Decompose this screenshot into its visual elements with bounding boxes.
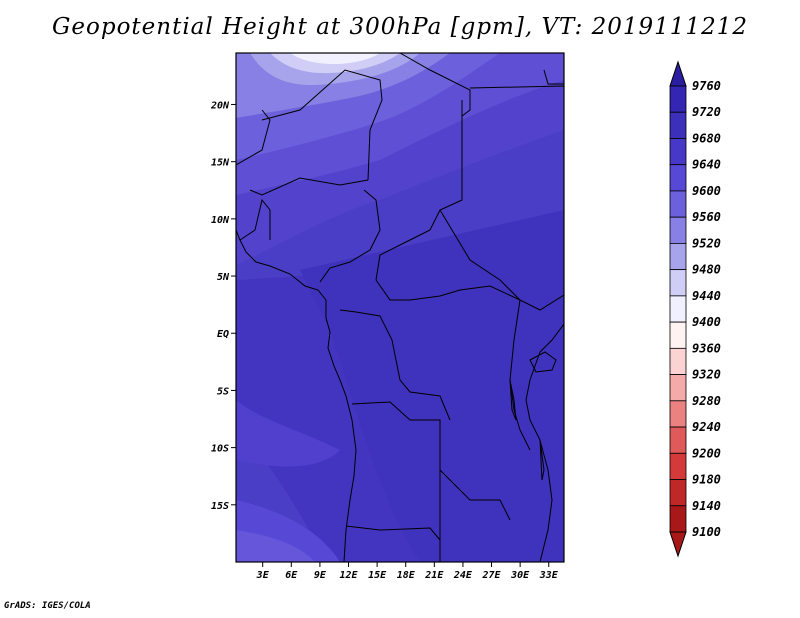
lon-tick-label: 33E — [539, 570, 559, 581]
colorbar-swatch — [669, 138, 687, 166]
colorbar-label: 9140 — [692, 499, 721, 513]
colorbar-label: 9680 — [692, 131, 721, 145]
colorbar-label: 9360 — [692, 341, 721, 355]
longitude-axis: 3E 6E 9E 12E 15E 18E 21E 24E 27E 30E 33E — [256, 562, 559, 581]
lon-tick-label: 9E — [314, 570, 327, 581]
coastline-west-africa — [236, 229, 357, 562]
lon-tick-label: 18E — [397, 570, 416, 581]
lat-tick-label: 15S — [211, 501, 229, 512]
border-west-coast — [239, 198, 271, 241]
field-band-9680-center — [300, 210, 564, 562]
lat-tick-label: 15N — [211, 158, 230, 169]
colorbar-swatch — [669, 269, 687, 297]
map-frame — [235, 52, 565, 563]
border-sudan-south — [439, 209, 564, 311]
lon-tick-label: 15E — [368, 570, 387, 581]
lat-tick-label: 5S — [217, 386, 229, 397]
border-cameroon-car — [375, 279, 521, 301]
lon-tick-label: 27E — [482, 570, 502, 581]
border-angola-zambia — [351, 401, 511, 521]
colorbar-swatch — [669, 85, 687, 113]
border-nigeria-cameroon — [319, 189, 381, 283]
colorbar-swatch — [669, 374, 687, 402]
lat-tick-label: EQ — [217, 329, 229, 340]
border-lake-victoria — [529, 351, 557, 373]
colorbar-swatch — [669, 190, 687, 218]
colorbar-swatch — [669, 505, 687, 533]
field-band-9400 — [290, 53, 380, 64]
colorbar-swatch — [669, 426, 687, 454]
border-drc-east — [509, 299, 531, 451]
colorbar-label: 9200 — [692, 446, 721, 460]
field-band-southwest-9600 — [236, 530, 315, 562]
colorbar-swatch — [669, 479, 687, 507]
colorbar-label: 9100 — [692, 525, 721, 539]
colorbar-label: 9520 — [692, 236, 721, 250]
colorbar-label: 9440 — [692, 289, 721, 303]
colorbar-label: 9240 — [692, 420, 721, 434]
plot-title: Geopotential Height at 300hPa [gpm], VT:… — [52, 14, 748, 40]
colorbar-swatch — [669, 216, 687, 244]
colorbar-swatch — [669, 400, 687, 428]
border-congo-drc — [339, 309, 451, 421]
lat-tick-label: 20N — [210, 100, 230, 111]
lat-tick-label: 10N — [211, 215, 230, 226]
height-field — [236, 53, 564, 562]
colorbar-swatch — [669, 321, 687, 349]
colorbar-swatch — [669, 452, 687, 480]
border-mali-niger — [261, 69, 383, 181]
colorbar-label: 9560 — [692, 210, 721, 224]
lon-tick-label: 24E — [453, 570, 473, 581]
lon-tick-label: 30E — [510, 570, 530, 581]
colorbar-swatch — [669, 111, 687, 139]
colorbar-label: 9640 — [692, 158, 721, 172]
colorbar-swatch — [669, 164, 687, 192]
border-lake-tanganyika — [509, 379, 517, 421]
lon-tick-label: 3E — [256, 570, 270, 581]
grads-credit: GrADS: IGES/COLA — [4, 601, 91, 611]
colorbar-swatch — [669, 295, 687, 323]
colorbar-label: 9600 — [692, 184, 721, 198]
border-sahel — [236, 109, 271, 166]
border-egypt-sudan — [469, 85, 564, 89]
lon-tick-label: 6E — [285, 570, 298, 581]
colorbar-label: 9400 — [692, 315, 721, 329]
colorbar-label: 9720 — [692, 105, 721, 119]
colorbar-swatch — [669, 243, 687, 271]
border-chad-sudan — [375, 100, 463, 281]
coastlines-borders — [236, 53, 564, 562]
lon-tick-label: 12E — [339, 570, 358, 581]
border-niger-chad — [249, 177, 369, 196]
colorbar-label: 9760 — [692, 79, 721, 93]
colorbar-label: 9480 — [692, 263, 721, 277]
field-band-west-9640 — [236, 400, 340, 467]
latitude-axis: 20N 15N 10N 5N EQ 5S 10S 15S — [210, 100, 236, 512]
border-lake-malawi — [539, 439, 545, 481]
colorbar-label: 9280 — [692, 394, 721, 408]
border-libya-egypt — [399, 53, 471, 117]
coastline-east-africa — [525, 323, 564, 562]
colorbar-top-arrow — [669, 60, 687, 87]
lon-tick-label: 21E — [424, 570, 444, 581]
colorbar: 9760 9720 9680 9640 9600 9560 9520 9480 9440 9400… — [669, 60, 721, 558]
colorbar-label: 9320 — [692, 368, 721, 382]
border-angola-namibia — [345, 525, 441, 541]
lat-tick-label: 10S — [211, 444, 229, 455]
lat-tick-label: 5N — [217, 272, 230, 283]
colorbar-swatch — [669, 347, 687, 375]
coastline-red-sea — [543, 69, 564, 85]
colorbar-label: 9180 — [692, 473, 721, 487]
colorbar-bottom-arrow — [669, 531, 687, 558]
